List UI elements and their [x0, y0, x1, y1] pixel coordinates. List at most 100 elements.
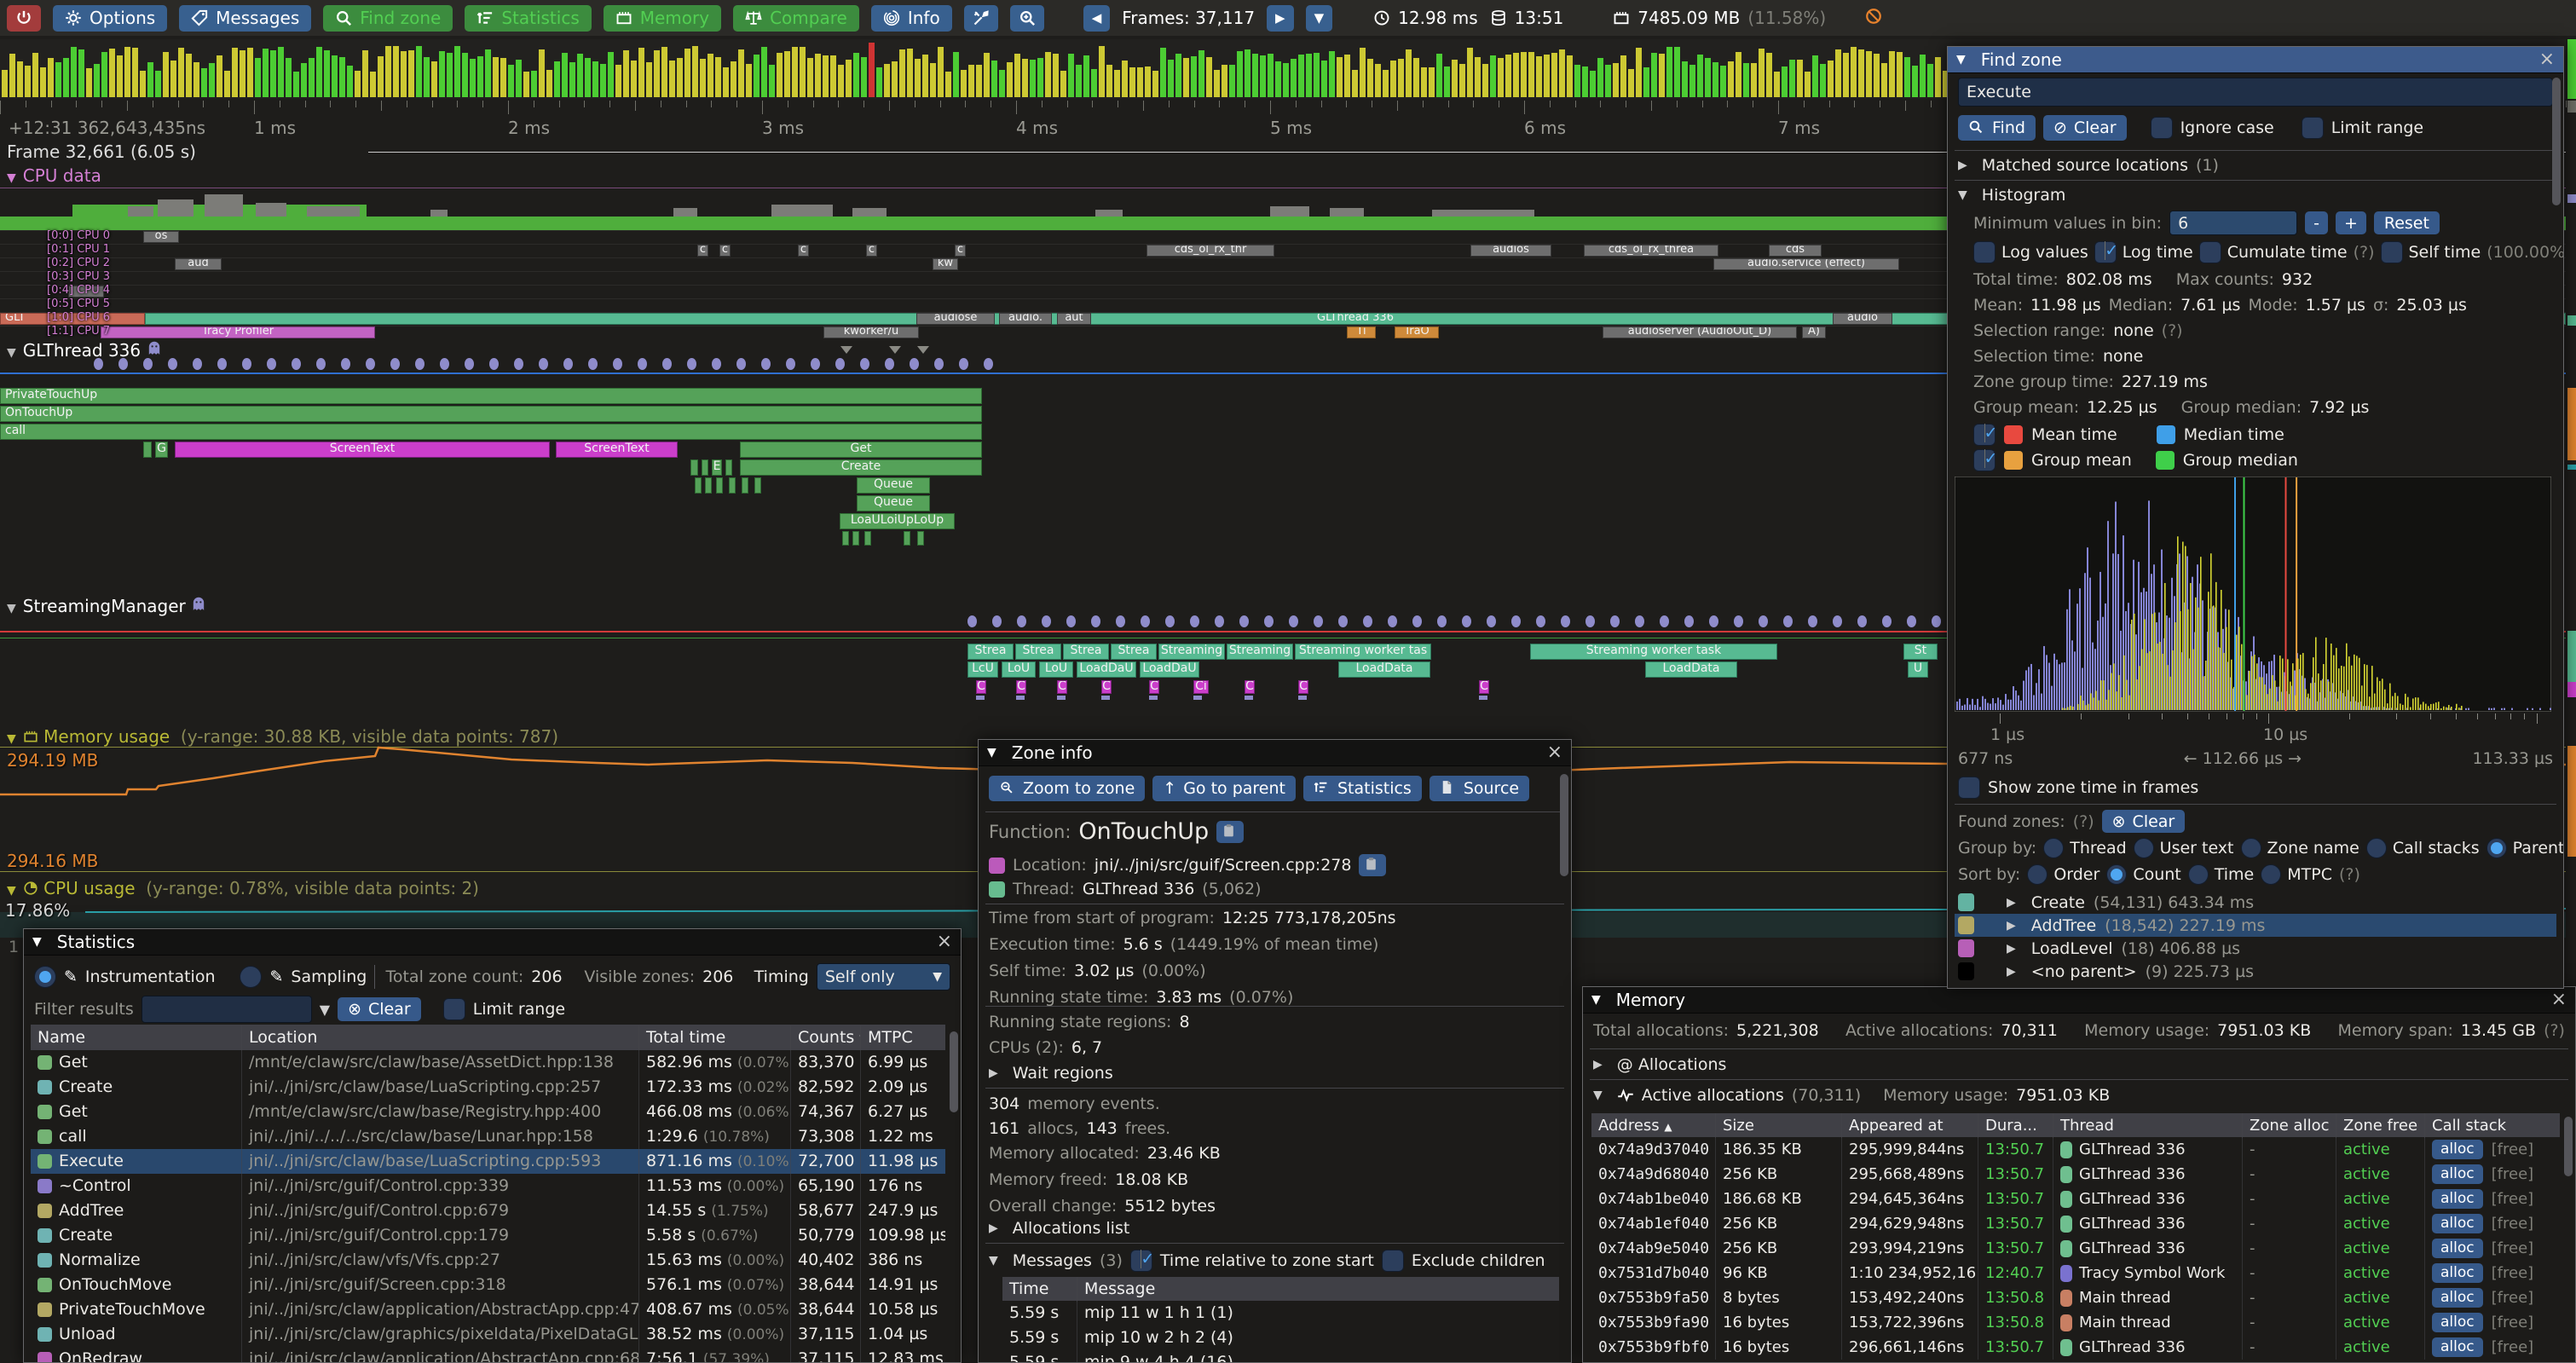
- memory-titlebar[interactable]: ▼ Memory ×: [1583, 987, 2575, 1014]
- timeline-zone[interactable]: kw: [933, 258, 958, 270]
- message-row[interactable]: 5.59 s mip 10 w 2 h 2 (4): [1002, 1325, 1559, 1350]
- zone-info-scrollbar[interactable]: [1560, 774, 1568, 876]
- zoom-to-zone-button[interactable]: Zoom to zone: [989, 776, 1146, 801]
- allocation-row[interactable]: 0x74a9d68040 256 KB 295,668,489ns 13:50.…: [1591, 1162, 2560, 1187]
- timeline-zone[interactable]: c: [697, 245, 708, 257]
- relative-time-checkbox[interactable]: ✓: [1129, 1250, 1154, 1272]
- sort-by-radio[interactable]: MTPC: [2261, 864, 2332, 885]
- options-button[interactable]: Options: [53, 4, 168, 32]
- timeline-zone[interactable]: [690, 459, 698, 476]
- timeline-zone[interactable]: [705, 477, 712, 494]
- show-zone-time-checkbox[interactable]: ✓: [1958, 777, 1980, 799]
- alloc-callstack-button[interactable]: alloc: [2432, 1164, 2483, 1184]
- table-row[interactable]: Create jni/../jni/src/guif/Control.cpp:1…: [31, 1223, 945, 1248]
- copy-location-button[interactable]: [1359, 854, 1387, 876]
- found-zone-row[interactable]: ▶ <no parent> (9) 225.73 µs: [1955, 960, 2556, 983]
- find-zone-scrollbar[interactable]: [2552, 78, 2561, 205]
- last-frame-button[interactable]: ▼: [1305, 4, 1333, 32]
- sort-by-radio[interactable]: Time: [2187, 864, 2254, 885]
- streaming-section-header[interactable]: ▼ StreamingManager: [7, 595, 206, 616]
- glthread-section-header[interactable]: ▼ GLThread 336: [7, 339, 162, 361]
- group-by-radio[interactable]: Thread: [2043, 838, 2127, 858]
- timeline-zone[interactable]: C: [1016, 680, 1026, 694]
- log-time-checkbox[interactable]: ✓: [2094, 241, 2118, 263]
- timeline-zone[interactable]: C: [1298, 680, 1308, 694]
- timeline-zone[interactable]: LoaULoiUpLoUp: [840, 513, 955, 529]
- timeline-zone[interactable]: [842, 531, 849, 546]
- timeline-zone[interactable]: OnTouchUp: [0, 406, 982, 422]
- statistics-button[interactable]: Statistics: [465, 4, 592, 32]
- group-mean-checkbox[interactable]: ✓: [1973, 449, 1997, 471]
- limit-range-checkbox[interactable]: ✓: [2301, 117, 2324, 139]
- timeline-zone[interactable]: audio.service (effect): [1713, 258, 1899, 270]
- table-row[interactable]: Get /mnt/e/claw/src/claw/base/Registry.h…: [31, 1100, 945, 1124]
- timeline-zone[interactable]: Queue: [857, 495, 930, 511]
- timeline-zone[interactable]: TraO: [1395, 326, 1439, 338]
- allocation-row[interactable]: 0x74ab1ef040 256 KB 294,629,948ns 13:50.…: [1591, 1211, 2560, 1236]
- info-button[interactable]: Info: [870, 4, 952, 32]
- timeline-zone[interactable]: LcU: [967, 661, 998, 678]
- timeline-zone[interactable]: c: [719, 245, 731, 257]
- exclude-children-checkbox[interactable]: ✓: [1381, 1250, 1404, 1272]
- timeline-zone[interactable]: audios: [1470, 245, 1551, 257]
- instrumentation-radio[interactable]: [34, 966, 56, 988]
- timeline-zone[interactable]: Streaming worker tas: [1295, 644, 1431, 660]
- alloc-callstack-button[interactable]: alloc: [2432, 1263, 2483, 1283]
- allocations-toggle[interactable]: ▶ @ Allocations: [1593, 1055, 1727, 1074]
- group-by-radio[interactable]: Call stacks: [2365, 838, 2480, 858]
- allocation-row[interactable]: 0x74a9d37040 186.35 KB 295,999,844ns 13:…: [1591, 1137, 2560, 1162]
- timeline-zone[interactable]: c: [866, 245, 877, 257]
- table-row[interactable]: OnRedraw jni/../jni/src/claw/application…: [31, 1347, 945, 1362]
- table-row[interactable]: OnTouchMove jni/../jni/src/guif/Screen.c…: [31, 1273, 945, 1297]
- timeline-zone[interactable]: [904, 531, 910, 546]
- cumulate-time-checkbox[interactable]: ✓: [2198, 241, 2221, 263]
- memory-plot-header[interactable]: ▼ Memory usage (y-range: 30.88 KB, visib…: [7, 726, 559, 747]
- table-row[interactable]: Unload jni/../jni/src/claw/graphics/pixe…: [31, 1322, 945, 1347]
- message-row[interactable]: 5.59 s mip 11 w 1 h 1 (1): [1002, 1301, 1559, 1325]
- timeline-zone[interactable]: call: [0, 424, 982, 440]
- zone-marker-icon[interactable]: [889, 346, 901, 354]
- close-icon[interactable]: ×: [2538, 49, 2555, 70]
- message-row[interactable]: 5.59 s mip 9 w 4 h 4 (16): [1002, 1350, 1559, 1362]
- found-zone-row[interactable]: ▶ LoadLevel (18) 406.88 µs: [1955, 937, 2556, 960]
- timeline-zone[interactable]: audiose: [916, 313, 995, 325]
- cpu-data-header[interactable]: ▼ CPU data: [7, 165, 101, 186]
- timeline-zone[interactable]: LoU: [1002, 661, 1036, 678]
- timeline-zone[interactable]: [852, 531, 859, 546]
- memory-button[interactable]: Memory: [603, 4, 722, 32]
- timeline-zone[interactable]: Strea: [1111, 644, 1157, 660]
- matched-locations-toggle[interactable]: ▶ Matched source locations (1): [1958, 156, 2219, 175]
- timeline-zone[interactable]: ScreenText: [175, 442, 550, 458]
- timeline-zone[interactable]: LoadData: [1645, 661, 1737, 678]
- zone-marker-icon[interactable]: [840, 346, 852, 354]
- group-by-radio[interactable]: Zone name: [2240, 838, 2359, 858]
- timeline-zone[interactable]: G: [155, 442, 168, 458]
- cpu-plot-header[interactable]: ▼ CPU usage (y-range: 0.78%, visible dat…: [7, 878, 479, 898]
- timeline-zone[interactable]: Strea: [967, 644, 1014, 660]
- close-icon[interactable]: ×: [2550, 989, 2567, 1010]
- found-zone-row[interactable]: ▶ Create (54,131) 643.34 ms: [1955, 891, 2556, 914]
- close-icon[interactable]: ×: [936, 931, 952, 952]
- allocation-row[interactable]: 0x7553b9fbf0 16 bytes 296,661,146ns 13:5…: [1591, 1335, 2560, 1360]
- timing-dropdown[interactable]: Self only ▼: [816, 963, 950, 990]
- timeline-zone[interactable]: Get: [740, 442, 982, 458]
- close-icon[interactable]: ×: [1546, 742, 1562, 763]
- timeline-zone[interactable]: os: [143, 231, 179, 243]
- timeline-zone[interactable]: Streaming worker task: [1530, 644, 1777, 660]
- clear-button[interactable]: ⊘ Clear: [2042, 115, 2127, 141]
- copy-function-button[interactable]: [1216, 820, 1245, 843]
- find-button[interactable]: Find: [1958, 115, 2036, 141]
- next-frame-button[interactable]: ▶: [1267, 4, 1294, 32]
- statistics-titlebar[interactable]: ▼ Statistics ×: [24, 929, 961, 956]
- timeline-zone[interactable]: [742, 477, 748, 494]
- timeline-zone[interactable]: C: [1101, 680, 1112, 694]
- alloc-callstack-button[interactable]: alloc: [2432, 1189, 2483, 1209]
- timeline-zone[interactable]: C: [1479, 680, 1489, 694]
- timeline-zone[interactable]: Streaming: [1158, 644, 1225, 660]
- timeline-zone[interactable]: audio: [1833, 313, 1892, 325]
- find-zone-titlebar[interactable]: ▼ Find zone ×: [1948, 47, 2563, 73]
- timeline-zone[interactable]: [864, 531, 871, 546]
- table-row[interactable]: AddTree jni/../jni/src/guif/Control.cpp:…: [31, 1198, 945, 1223]
- filter-funnel-icon[interactable]: ▼: [319, 1001, 331, 1018]
- timeline-zone[interactable]: c: [955, 245, 966, 257]
